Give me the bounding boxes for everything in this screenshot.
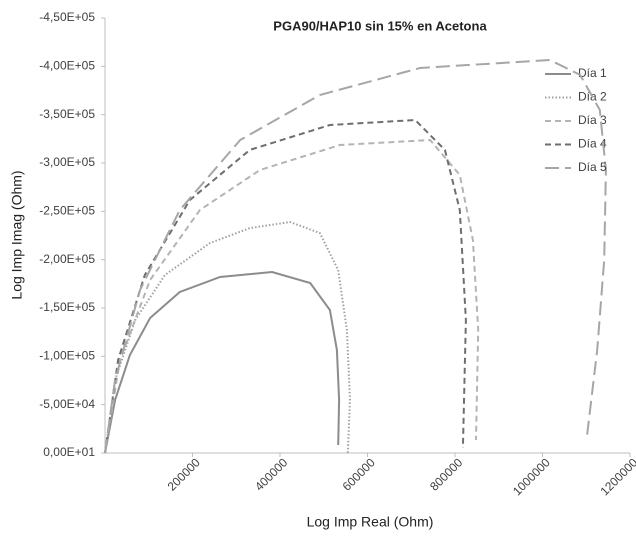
y-tick-label: -4,50E+05 [39, 10, 95, 24]
x-axis-title: Log Imp Real (Ohm) [307, 514, 434, 530]
y-tick-label: -1,00E+05 [39, 349, 95, 363]
legend-label: Día 4 [578, 137, 607, 151]
y-tick-label: -3,00E+05 [39, 155, 95, 169]
legend-label: Día 3 [578, 113, 607, 127]
series-line [104, 58, 607, 454]
y-tick-label: 0,00E+01 [43, 445, 95, 459]
x-tick-label: 1200000 [597, 455, 636, 498]
y-tick-label: -1,50E+05 [39, 300, 95, 314]
x-tick-label: 400000 [252, 455, 290, 493]
chart-title: PGA90/HAP10 sin 15% en Acetona [273, 18, 487, 33]
legend-label: Día 5 [578, 160, 607, 174]
series-line [104, 270, 341, 454]
y-tick-label: -4,00E+05 [39, 59, 95, 73]
series-line [104, 220, 352, 454]
x-tick-label: 1000000 [510, 455, 553, 498]
x-tick-label: 200000 [165, 455, 203, 493]
y-tick-label: -3,50E+05 [39, 107, 95, 121]
y-tick-label: -5,00E+04 [39, 397, 95, 411]
series-line [104, 138, 480, 454]
y-tick-label: -2,50E+05 [39, 204, 95, 218]
y-tick-label: -2,00E+05 [39, 252, 95, 266]
y-axis-title: Log Imp Imag (Ohm) [9, 170, 25, 299]
series-line [104, 118, 467, 454]
x-tick-label: 800000 [427, 455, 465, 493]
legend-label: Día 1 [578, 66, 607, 80]
x-tick-label: 600000 [340, 455, 378, 493]
